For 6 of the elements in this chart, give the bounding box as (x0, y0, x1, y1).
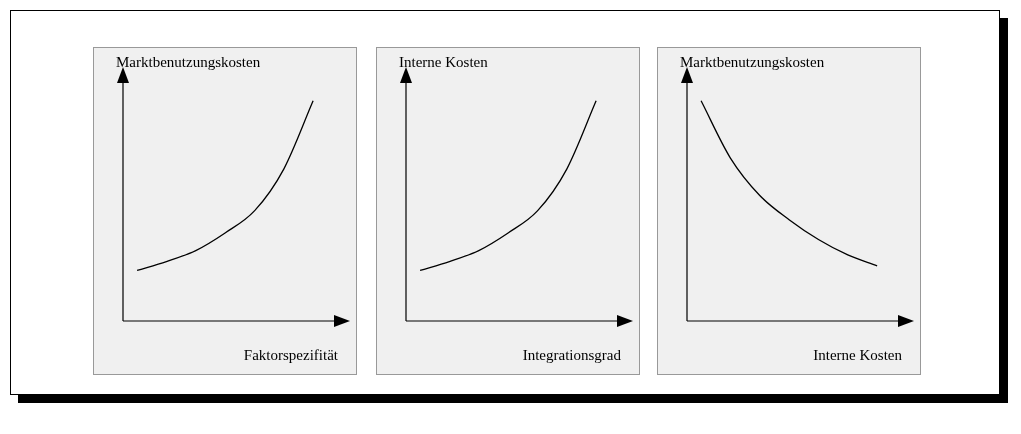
x-axis-title: Faktorspezifität (243, 347, 338, 364)
x-axis-title: Integrationsgrad (522, 347, 621, 364)
x-axis-title: Interne Kosten (813, 347, 902, 364)
y-axis-title: Marktbenutzungskosten (680, 54, 825, 71)
y-axis-title: Interne Kosten (399, 54, 488, 71)
y-axis-title: Marktbenutzungskosten (116, 54, 261, 71)
